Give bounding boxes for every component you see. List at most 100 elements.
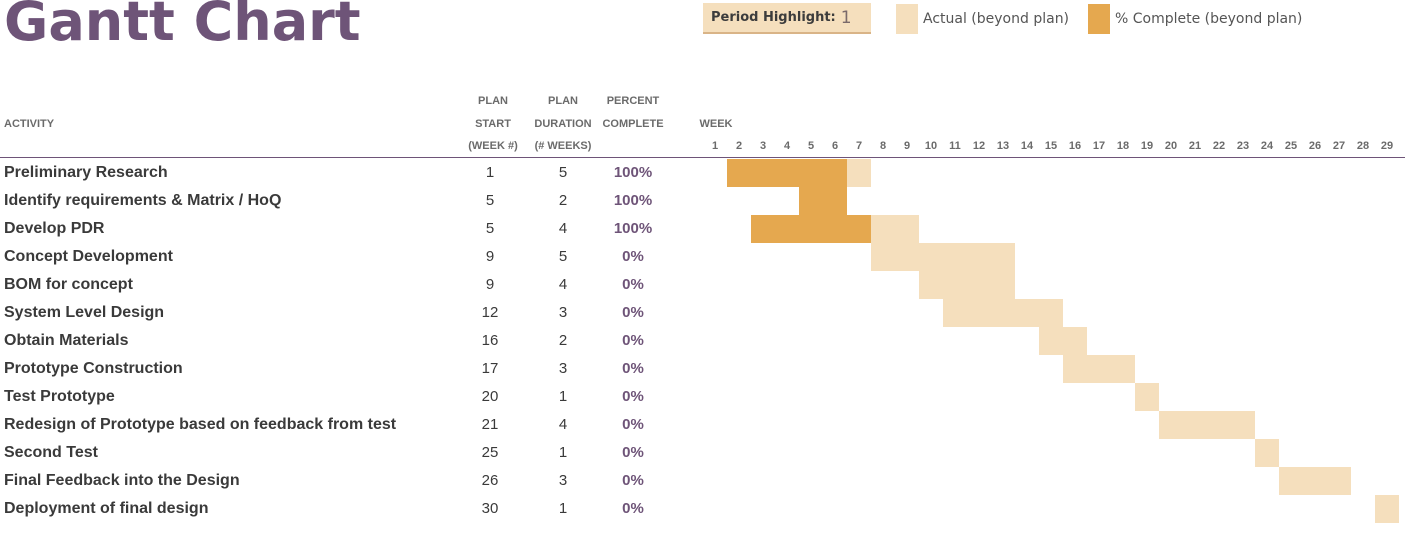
week-number: 20 — [1164, 140, 1178, 152]
table-row[interactable]: Preliminary Research 1 5 100% — [0, 159, 1405, 187]
actual-bar — [943, 299, 1063, 327]
column-header-plan-duration-2: DURATION — [534, 118, 592, 130]
activity-name: Redesign of Prototype based on feedback … — [4, 416, 397, 433]
plan-duration-cell: 1 — [558, 388, 568, 405]
table-row[interactable]: Deployment of final design 30 1 0% — [0, 495, 1405, 523]
period-highlight-value[interactable]: 1 — [840, 7, 852, 28]
activity-name: Prototype Construction — [4, 360, 183, 377]
week-number: 1 — [711, 140, 719, 152]
plan-duration-cell: 5 — [558, 164, 568, 181]
legend-complete-swatch — [1088, 4, 1110, 34]
percent-complete-cell: 0% — [622, 388, 644, 405]
table-row[interactable]: Obtain Materials 16 2 0% — [0, 327, 1405, 355]
week-number: 17 — [1092, 140, 1106, 152]
table-row[interactable]: Concept Development 9 5 0% — [0, 243, 1405, 271]
plan-duration-cell: 2 — [558, 192, 568, 209]
percent-complete-bar — [751, 215, 871, 243]
actual-bar — [871, 243, 1015, 271]
actual-bar — [1375, 495, 1399, 523]
activity-name: Test Prototype — [4, 388, 115, 405]
table-row[interactable]: Develop PDR 5 4 100% — [0, 215, 1405, 243]
actual-bar — [1135, 383, 1159, 411]
week-number: 21 — [1188, 140, 1202, 152]
week-number: 15 — [1044, 140, 1058, 152]
plan-duration-cell: 3 — [558, 304, 568, 321]
week-number: 26 — [1308, 140, 1322, 152]
plan-duration-cell: 1 — [558, 500, 568, 517]
week-number: 9 — [903, 140, 911, 152]
week-number: 12 — [972, 140, 986, 152]
week-number: 2 — [735, 140, 743, 152]
table-row[interactable]: Second Test 25 1 0% — [0, 439, 1405, 467]
percent-complete-bar — [799, 187, 847, 215]
percent-complete-cell: 0% — [622, 304, 644, 321]
percent-complete-cell: 0% — [622, 444, 644, 461]
plan-duration-cell: 3 — [558, 472, 568, 489]
actual-bar — [1159, 411, 1255, 439]
week-number: 18 — [1116, 140, 1130, 152]
plan-start-cell: 17 — [481, 360, 499, 377]
percent-complete-cell: 100% — [613, 164, 653, 181]
activity-name: System Level Design — [4, 304, 165, 321]
table-row[interactable]: Final Feedback into the Design 26 3 0% — [0, 467, 1405, 495]
plan-start-cell: 26 — [481, 472, 499, 489]
week-number: 27 — [1332, 140, 1346, 152]
legend-complete-label: % Complete (beyond plan) — [1115, 11, 1303, 27]
legend-actual-swatch — [896, 4, 918, 34]
week-number: 25 — [1284, 140, 1298, 152]
table-row[interactable]: Redesign of Prototype based on feedback … — [0, 411, 1405, 439]
header-divider — [0, 157, 1405, 158]
table-row[interactable]: BOM for concept 9 4 0% — [0, 271, 1405, 299]
plan-duration-cell: 5 — [558, 248, 568, 265]
period-highlight-label: Period Highlight: — [711, 10, 836, 25]
percent-complete-cell: 0% — [622, 276, 644, 293]
plan-start-cell: 12 — [481, 304, 499, 321]
column-header-percent-2: COMPLETE — [602, 118, 664, 130]
percent-complete-cell: 0% — [622, 416, 644, 433]
plan-duration-cell: 4 — [558, 276, 568, 293]
activity-name: Identify requirements & Matrix / HoQ — [4, 192, 282, 209]
week-number: 5 — [807, 140, 815, 152]
table-row[interactable]: Prototype Construction 17 3 0% — [0, 355, 1405, 383]
plan-duration-cell: 4 — [558, 220, 568, 237]
week-number: 28 — [1356, 140, 1370, 152]
activity-name: Obtain Materials — [4, 332, 129, 349]
percent-complete-cell: 0% — [622, 360, 644, 377]
week-number: 22 — [1212, 140, 1226, 152]
week-number: 8 — [879, 140, 887, 152]
table-row[interactable]: Test Prototype 20 1 0% — [0, 383, 1405, 411]
period-highlight-field[interactable]: Period Highlight: 1 — [703, 3, 871, 34]
week-number: 16 — [1068, 140, 1082, 152]
week-number: 23 — [1236, 140, 1250, 152]
column-header-plan-duration-1: PLAN — [548, 95, 578, 107]
week-number: 29 — [1380, 140, 1394, 152]
plan-start-cell: 25 — [481, 444, 499, 461]
column-header-plan-start-2: START — [475, 118, 511, 130]
week-number: 19 — [1140, 140, 1154, 152]
legend-actual-label: Actual (beyond plan) — [923, 11, 1070, 27]
table-row[interactable]: Identify requirements & Matrix / HoQ 5 2 10… — [0, 187, 1405, 215]
week-number: 6 — [831, 140, 839, 152]
plan-start-cell: 9 — [485, 248, 495, 265]
week-number: 24 — [1260, 140, 1274, 152]
column-header-activity: ACTIVITY — [4, 118, 55, 130]
plan-start-cell: 5 — [485, 220, 495, 237]
percent-complete-cell: 100% — [613, 192, 653, 209]
plan-start-cell: 9 — [485, 276, 495, 293]
plan-start-cell: 5 — [485, 192, 495, 209]
plan-duration-cell: 4 — [558, 416, 568, 433]
table-row[interactable]: System Level Design 12 3 0% — [0, 299, 1405, 327]
week-number: 11 — [949, 140, 961, 152]
week-number: 4 — [783, 140, 791, 152]
activity-name: Develop PDR — [4, 220, 105, 237]
plan-start-cell: 20 — [481, 388, 499, 405]
column-header-plan-duration-3: (# WEEKS) — [534, 140, 592, 152]
plan-duration-cell: 2 — [558, 332, 568, 349]
actual-bar — [1255, 439, 1279, 467]
week-number: 7 — [855, 140, 863, 152]
plan-start-cell: 16 — [481, 332, 499, 349]
plan-start-cell: 21 — [481, 416, 499, 433]
activity-name: BOM for concept — [4, 276, 133, 293]
week-number: 10 — [924, 140, 938, 152]
week-number: 13 — [996, 140, 1010, 152]
